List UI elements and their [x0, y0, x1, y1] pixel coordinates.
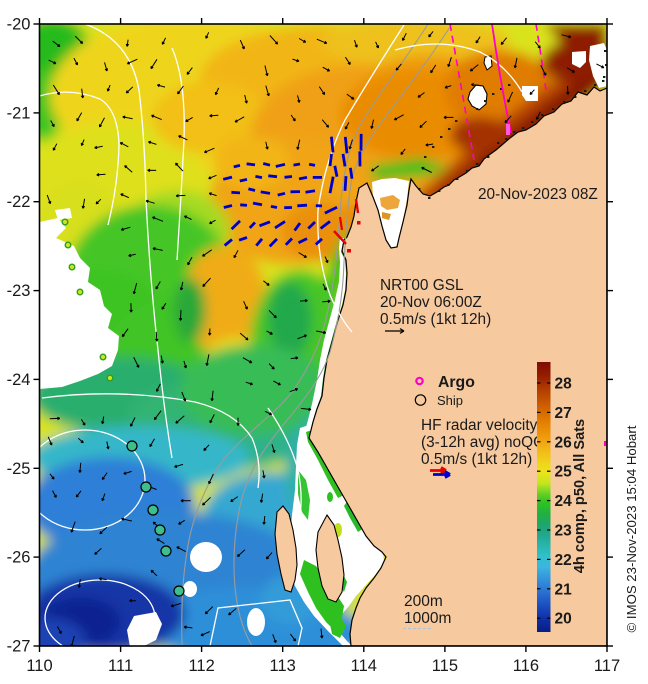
svg-text:22: 22: [555, 552, 572, 569]
svg-text:1000m: 1000m: [404, 610, 451, 627]
svg-text:-20: -20: [7, 16, 31, 34]
svg-text:HF radar velocity: HF radar velocity: [421, 417, 538, 434]
svg-text:28: 28: [555, 376, 573, 393]
svg-text:110: 110: [26, 657, 52, 675]
svg-text:115: 115: [432, 657, 458, 675]
svg-text:4h comp, p50, All Sats: 4h comp, p50, All Sats: [572, 419, 588, 573]
svg-text:20: 20: [555, 611, 572, 628]
svg-text:112: 112: [188, 657, 214, 675]
svg-text:21: 21: [555, 581, 573, 598]
svg-text:© IMOS 23-Nov-2023 15:04 Hobar: © IMOS 23-Nov-2023 15:04 Hobart: [624, 425, 639, 632]
svg-text:27: 27: [555, 405, 572, 422]
svg-text:-23: -23: [7, 282, 31, 300]
svg-text:113: 113: [270, 657, 296, 675]
svg-text:(3-12h avg) noQC: (3-12h avg) noQC: [421, 434, 544, 451]
svg-text:-24: -24: [7, 371, 31, 389]
svg-text:Argo: Argo: [438, 374, 475, 391]
svg-text:116: 116: [513, 657, 539, 675]
svg-text:Ship: Ship: [437, 393, 463, 408]
svg-text:0.5m/s (1kt 12h): 0.5m/s (1kt 12h): [421, 451, 532, 468]
svg-text:-22: -22: [7, 193, 31, 211]
svg-text:24: 24: [555, 493, 573, 510]
svg-text:-21: -21: [7, 104, 31, 122]
svg-text:25: 25: [555, 464, 573, 481]
svg-text:23: 23: [555, 523, 573, 540]
svg-text:26: 26: [555, 434, 573, 451]
svg-text:20-Nov 06:00Z: 20-Nov 06:00Z: [380, 294, 482, 311]
svg-text:111: 111: [108, 657, 133, 675]
svg-text:-26: -26: [7, 549, 31, 567]
svg-text:-25: -25: [7, 460, 31, 478]
svg-text:NRT00 GSL: NRT00 GSL: [380, 277, 464, 294]
svg-text:117: 117: [594, 657, 620, 675]
svg-text:20-Nov-2023 08Z: 20-Nov-2023 08Z: [478, 186, 598, 203]
svg-text:-27: -27: [7, 638, 31, 656]
svg-text:114: 114: [351, 657, 377, 675]
svg-text:200m: 200m: [404, 593, 443, 610]
svg-text:0.5m/s (1kt 12h): 0.5m/s (1kt 12h): [380, 311, 491, 328]
